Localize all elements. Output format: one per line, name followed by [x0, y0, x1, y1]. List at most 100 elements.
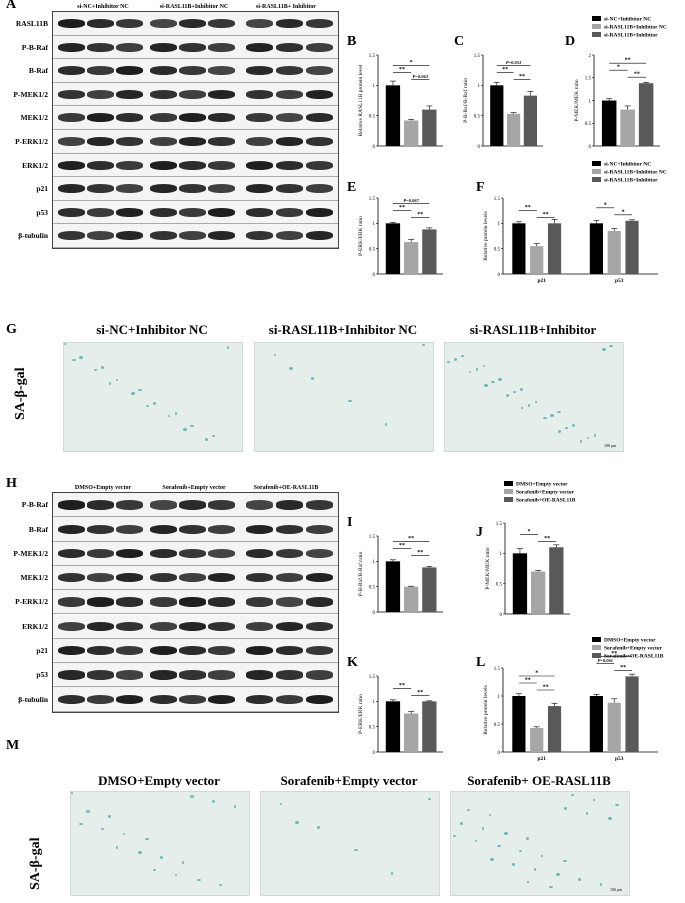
- stain-spot: [94, 369, 97, 371]
- stain-spot: [101, 366, 104, 369]
- significance-label: *: [622, 209, 625, 215]
- legend-swatch: [592, 32, 601, 37]
- stain-spot: [422, 344, 425, 346]
- blot-row: [53, 517, 338, 542]
- blot-row-label: MEK1/2: [20, 113, 49, 123]
- blot-band: [150, 597, 177, 607]
- legend-swatch: [592, 24, 601, 29]
- stain-spot: [219, 884, 222, 886]
- significance-label: **: [544, 536, 550, 542]
- blot-band: [87, 137, 114, 147]
- bar: [512, 553, 528, 614]
- blot-row: [53, 541, 338, 566]
- blot-band: [179, 184, 206, 194]
- blot-band: [58, 42, 85, 52]
- blot-row: [53, 59, 338, 83]
- bar: [404, 713, 419, 752]
- blot-band: [208, 548, 235, 559]
- blot-band: [87, 670, 114, 680]
- panel-letter-e: E: [347, 180, 357, 195]
- blot-band: [87, 66, 114, 76]
- stain-spot: [467, 809, 470, 811]
- blot-band: [87, 184, 114, 194]
- sa-micrograph: [260, 791, 440, 896]
- sa-panel-title: si-RASL11B+Inhibitor NC: [268, 322, 418, 337]
- y-tick-label: 0: [373, 145, 376, 150]
- bar: [385, 85, 401, 146]
- stain-spot: [557, 411, 561, 413]
- blot-band: [276, 573, 303, 583]
- stain-spot: [580, 440, 582, 443]
- y-tick-label: 0.5: [496, 582, 503, 587]
- stain-spot: [565, 427, 568, 429]
- blot-row: [53, 493, 338, 518]
- blot-row-label: RASL11B: [15, 19, 48, 29]
- stain-spot: [564, 807, 567, 810]
- y-tick-label: 1: [498, 222, 501, 227]
- significance-label: *: [535, 671, 538, 677]
- blot-band: [208, 524, 235, 534]
- blot-band: [276, 160, 303, 170]
- significance-label: P=0.061: [598, 658, 613, 663]
- stain-spot: [615, 804, 619, 806]
- blot-band: [116, 160, 143, 170]
- blot-band: [150, 694, 177, 704]
- y-tick-label: 1.5: [585, 77, 592, 82]
- blot-band: [276, 89, 303, 99]
- blot-band: [306, 184, 333, 194]
- legend-label: si-RASL11B+Inhibitor NC: [604, 25, 667, 31]
- sa-micrograph: [63, 342, 243, 452]
- stain-spot: [578, 878, 581, 881]
- bar: [523, 95, 537, 146]
- significance-label: *: [528, 529, 531, 535]
- blot-band: [150, 670, 177, 680]
- panel-letter-k: K: [347, 655, 358, 670]
- blot-band: [306, 66, 333, 76]
- blot-band: [179, 500, 206, 510]
- panel-letter-c: C: [454, 34, 465, 49]
- blot-row-label: MEK1/2: [20, 573, 49, 583]
- blot-band: [58, 113, 85, 123]
- scale-bar-label: 100 μm: [604, 443, 617, 448]
- bar: [625, 676, 639, 752]
- blot-group-label: si-RASL11B+Inhibitor NC: [159, 4, 229, 10]
- blot-band: [58, 137, 85, 147]
- blot-row-label: p21: [36, 184, 48, 194]
- significance-label: P=0.053: [506, 60, 522, 65]
- blot-band: [87, 694, 114, 704]
- stain-spot: [556, 873, 560, 876]
- blot-band: [179, 694, 206, 704]
- stain-spot: [190, 795, 194, 798]
- stain-spot: [587, 437, 589, 439]
- stain-spot: [491, 381, 495, 383]
- stain-spot: [454, 358, 457, 361]
- blot-band: [208, 19, 235, 29]
- blot-band: [208, 184, 235, 194]
- stain-spot: [168, 415, 170, 417]
- stain-spot: [550, 414, 554, 417]
- blot-row: [53, 638, 338, 664]
- panel-letter-h: H: [6, 476, 17, 491]
- blot-band: [306, 646, 333, 656]
- legend-label: DMSO+Empty vector: [516, 482, 568, 488]
- bar: [547, 706, 562, 752]
- bar: [530, 727, 544, 752]
- sa-panel-title: DMSO+Empty vector: [98, 773, 220, 788]
- x-tick-label: p53: [615, 756, 624, 762]
- legend-label: si-RASL11B+Inhibitor: [604, 178, 658, 184]
- stain-spot: [586, 812, 588, 815]
- blot-group-label: DMSO+Empty vector: [74, 485, 132, 491]
- significance-label: **: [417, 690, 423, 696]
- stain-spot: [558, 430, 561, 433]
- stain-spot: [572, 424, 575, 427]
- blot-band: [116, 646, 143, 656]
- blot-band: [179, 646, 206, 656]
- blot-band: [58, 500, 85, 510]
- significance-label: **: [543, 212, 549, 218]
- y-tick-label: 0: [373, 611, 376, 616]
- panel-letter-d: D: [565, 34, 576, 49]
- blot-band: [246, 646, 273, 656]
- blot-band: [306, 500, 333, 510]
- y-tick-label: 2: [589, 54, 592, 59]
- blot-band: [208, 621, 235, 631]
